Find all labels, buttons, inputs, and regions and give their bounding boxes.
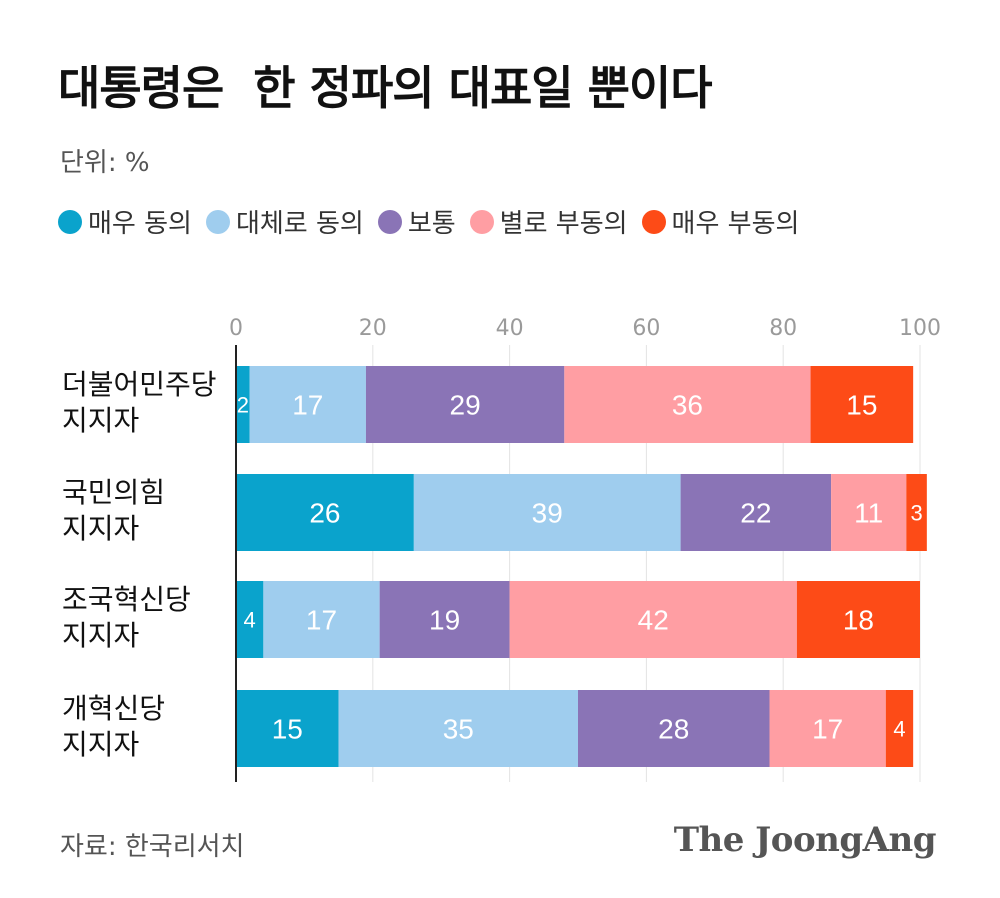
unit-label: 단위: % (60, 148, 150, 178)
bar-segment (578, 690, 770, 767)
data-label: 35 (443, 714, 474, 745)
bar-segment (509, 581, 797, 658)
data-label: 2 (237, 392, 249, 417)
bar-segment (236, 690, 339, 767)
bar-segment (906, 474, 927, 551)
x-tick-label: 40 (496, 316, 524, 341)
bar-segment (236, 366, 250, 443)
bar-segment (236, 581, 264, 658)
data-label: 26 (309, 498, 340, 529)
bar-segment (365, 366, 565, 443)
data-label: 22 (740, 498, 771, 529)
legend-label: 보통 (407, 209, 456, 239)
legend-item-very-agree: 매우 동의 (58, 203, 192, 240)
legend-dot-icon (205, 209, 230, 234)
data-label: 4 (893, 716, 905, 741)
data-label: 18 (843, 605, 874, 636)
bar-segment (413, 474, 681, 551)
data-label: 39 (532, 498, 563, 529)
legend-label: 매우 동의 (88, 209, 192, 239)
x-tick-label: 20 (359, 316, 387, 341)
bar-segment (249, 366, 366, 443)
data-label: 28 (658, 714, 689, 745)
category-label: 국민의힘 지지자 (62, 476, 165, 545)
legend-label: 매우 부동의 (671, 209, 800, 239)
legend-dot-icon (58, 209, 82, 234)
x-tick-label: 60 (632, 316, 660, 341)
data-label: 4 (244, 607, 256, 632)
data-label: 17 (292, 390, 323, 421)
legend-label: 대체로 동의 (235, 209, 364, 239)
bar-segment (680, 474, 832, 551)
category-label: 조국혁신당 지지자 (62, 583, 191, 652)
data-label: 29 (450, 390, 481, 421)
legend-item-very-disagree: 매우 부동의 (641, 203, 800, 240)
bar-segment (236, 474, 414, 551)
x-tick-label: 80 (769, 316, 797, 341)
bar-segment (810, 366, 914, 443)
legend-item-neutral: 보통 (377, 203, 456, 240)
bar-segment (564, 366, 811, 443)
category-label: 개혁신당 지지자 (62, 692, 165, 761)
data-label: 3 (910, 500, 922, 525)
legend-dot-icon (641, 209, 666, 234)
legend-dot-icon (469, 209, 494, 234)
data-label: 36 (672, 390, 703, 421)
chart-title: 대통령은 한 정파의 대표일 뿐이다 (58, 61, 713, 115)
source-note: 자료: 한국리서치 (60, 832, 245, 862)
legend-label: 별로 부동의 (499, 209, 628, 239)
data-label: 15 (846, 390, 877, 421)
data-label: 42 (638, 605, 669, 636)
legend-item-mostly-disagree: 별로 부동의 (469, 203, 628, 240)
x-tick-label: 100 (899, 316, 941, 341)
bar-segment (338, 690, 578, 767)
x-tick-label: 0 (229, 316, 243, 341)
data-label: 17 (306, 605, 337, 636)
data-label: 19 (429, 605, 460, 636)
bar-segment (769, 690, 886, 767)
bar-segment (379, 581, 510, 658)
legend: 매우 동의 대체로 동의 보통 별로 부동의 매우 부동의 (58, 203, 799, 240)
bar-segment (263, 581, 380, 658)
bar-segment (796, 581, 920, 658)
brand-logo: The JoongAng (673, 820, 937, 860)
legend-dot-icon (377, 209, 402, 234)
data-label: 15 (272, 714, 303, 745)
bar-segment (831, 474, 907, 551)
data-label: 11 (854, 498, 883, 529)
legend-item-mostly-agree: 대체로 동의 (205, 203, 364, 240)
category-label: 더불어민주당 지지자 (62, 368, 217, 437)
data-label: 17 (812, 714, 843, 745)
bar-segment (885, 690, 914, 767)
